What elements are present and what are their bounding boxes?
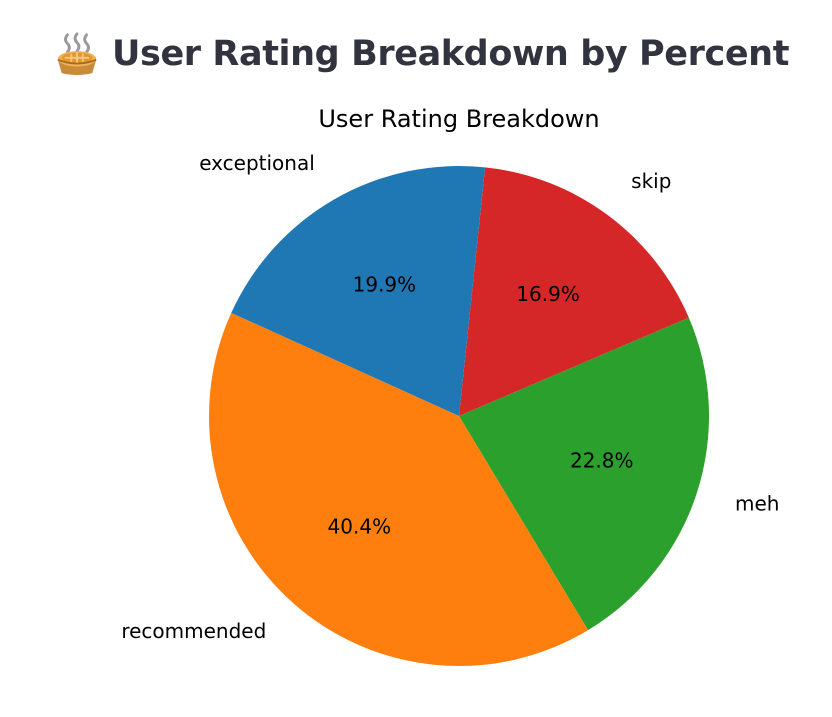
pie-slice-recommended bbox=[208, 312, 589, 667]
pie-category-label: skip bbox=[631, 169, 671, 193]
page-header: User Rating Breakdown by Percent bbox=[54, 26, 789, 82]
pie-slice-skip bbox=[459, 167, 689, 416]
pie-percent-label: 22.8% bbox=[570, 449, 634, 473]
pie-slices bbox=[208, 166, 710, 667]
pie-percent-label: 19.9% bbox=[353, 272, 417, 296]
pie-category-label: recommended bbox=[121, 619, 266, 643]
page-title: User Rating Breakdown by Percent bbox=[112, 34, 790, 74]
pie-labels: 16.9% skip 22.8% meh 40.4% recommended 19.9% ex… bbox=[121, 151, 779, 643]
pie-category-label: meh bbox=[735, 492, 779, 516]
pie-emoji-icon bbox=[57, 32, 97, 76]
pie-category-label: exceptional bbox=[199, 151, 315, 175]
pie-percent-label: 40.4% bbox=[328, 515, 392, 539]
pie-slice-exceptional bbox=[231, 166, 486, 416]
chart-title: User Rating Breakdown bbox=[318, 105, 599, 133]
pie-slice-meh bbox=[459, 317, 710, 631]
pie-percent-label: 16.9% bbox=[516, 282, 580, 306]
